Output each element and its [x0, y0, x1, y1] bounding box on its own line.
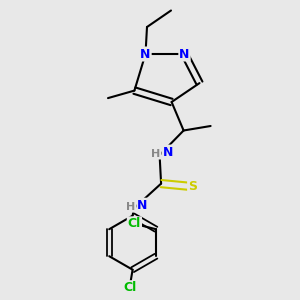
Text: N: N [179, 47, 190, 61]
Text: Cl: Cl [128, 217, 141, 230]
Text: N: N [140, 47, 151, 61]
Text: H: H [126, 202, 135, 212]
Text: N: N [163, 146, 173, 159]
Text: S: S [188, 180, 197, 193]
Text: Cl: Cl [123, 281, 136, 294]
Text: N: N [137, 199, 148, 212]
Text: H: H [152, 148, 160, 159]
